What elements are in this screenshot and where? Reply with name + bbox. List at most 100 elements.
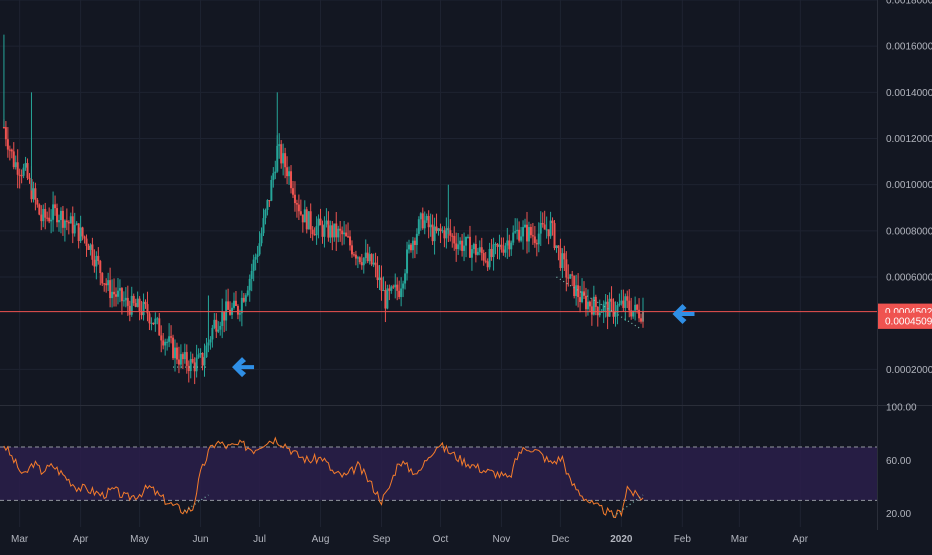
candle-body[interactable]	[350, 245, 353, 255]
candle-body[interactable]	[551, 220, 554, 224]
candle-body[interactable]	[329, 225, 332, 238]
candle-body[interactable]	[449, 230, 452, 236]
candle-body[interactable]	[2, 126, 5, 128]
candle-body[interactable]	[16, 162, 19, 175]
candle-body[interactable]	[535, 242, 538, 245]
candle-body[interactable]	[168, 336, 171, 342]
candle-body[interactable]	[162, 340, 165, 346]
candle-body[interactable]	[122, 300, 125, 302]
candle-body[interactable]	[303, 209, 306, 223]
candle-body[interactable]	[423, 220, 426, 229]
candle-body[interactable]	[618, 303, 621, 306]
candle-body[interactable]	[402, 283, 405, 289]
candle-body[interactable]	[368, 254, 371, 262]
candle-body[interactable]	[584, 295, 587, 310]
candle-body[interactable]	[461, 240, 464, 251]
candle-body[interactable]	[516, 229, 519, 232]
candle-body[interactable]	[378, 277, 381, 281]
candle-body[interactable]	[349, 236, 352, 246]
candle-body[interactable]	[297, 204, 300, 212]
candle-body[interactable]	[175, 347, 178, 360]
candle-body[interactable]	[93, 259, 96, 267]
rsi-pane[interactable]	[0, 436, 877, 519]
candle-body[interactable]	[616, 305, 619, 314]
candle-body[interactable]	[113, 291, 116, 295]
candle-body[interactable]	[209, 339, 212, 343]
candle-body[interactable]	[203, 357, 206, 366]
candle-body[interactable]	[185, 352, 188, 366]
candle-body[interactable]	[83, 236, 86, 239]
candle-body[interactable]	[56, 208, 59, 223]
candle-body[interactable]	[236, 305, 239, 315]
candle-body[interactable]	[331, 225, 334, 238]
candle-body[interactable]	[38, 204, 41, 215]
candle-body[interactable]	[323, 224, 326, 237]
candle-body[interactable]	[264, 209, 267, 219]
candle-body[interactable]	[486, 261, 489, 268]
candle-body[interactable]	[150, 322, 153, 324]
candle-body[interactable]	[522, 227, 525, 237]
candle-body[interactable]	[510, 242, 513, 250]
candle-body[interactable]	[223, 311, 226, 321]
candle-body[interactable]	[339, 228, 342, 231]
candle-body[interactable]	[272, 173, 275, 181]
candle-body[interactable]	[524, 224, 527, 228]
candle-body[interactable]	[134, 303, 137, 307]
candle-body[interactable]	[392, 286, 395, 288]
candle-body[interactable]	[352, 254, 355, 256]
candle-body[interactable]	[370, 254, 373, 265]
candle-body[interactable]	[575, 285, 578, 297]
candle-body[interactable]	[246, 290, 249, 296]
candle-body[interactable]	[130, 295, 133, 315]
candle-body[interactable]	[46, 217, 49, 219]
candle-body[interactable]	[187, 365, 190, 372]
price-tag[interactable]: 0.00045096	[878, 312, 932, 329]
candle-body[interactable]	[126, 297, 129, 306]
candle-body[interactable]	[388, 288, 391, 291]
candle-body[interactable]	[419, 213, 422, 220]
candle-body[interactable]	[54, 204, 57, 209]
candle-body[interactable]	[305, 209, 308, 230]
candle-body[interactable]	[148, 313, 151, 324]
candle-body[interactable]	[398, 290, 401, 297]
candle-body[interactable]	[579, 297, 582, 303]
candle-body[interactable]	[360, 262, 363, 266]
candle-body[interactable]	[553, 223, 556, 249]
candle-body[interactable]	[325, 220, 328, 225]
candle-body[interactable]	[451, 235, 454, 237]
candle-body[interactable]	[445, 228, 448, 239]
candle-body[interactable]	[500, 244, 503, 250]
candle-body[interactable]	[604, 301, 607, 305]
candle-body[interactable]	[541, 222, 544, 225]
candle-body[interactable]	[362, 258, 365, 266]
candle-body[interactable]	[118, 288, 121, 291]
candle-body[interactable]	[341, 230, 344, 235]
candle-body[interactable]	[415, 233, 418, 246]
candle-body[interactable]	[174, 347, 177, 359]
candle-body[interactable]	[484, 260, 487, 262]
candle-body[interactable]	[455, 243, 458, 250]
candle-body[interactable]	[557, 245, 560, 249]
candle-body[interactable]	[221, 311, 224, 326]
candle-body[interactable]	[506, 240, 509, 246]
candle-body[interactable]	[533, 236, 536, 243]
candle-body[interactable]	[364, 252, 367, 259]
candle-body[interactable]	[573, 275, 576, 297]
candle-body[interactable]	[232, 300, 235, 308]
candle-body[interactable]	[382, 290, 385, 292]
candle-body[interactable]	[18, 174, 21, 176]
candle-body[interactable]	[183, 352, 186, 360]
candle-body[interactable]	[189, 358, 192, 372]
candle-body[interactable]	[508, 240, 511, 250]
candle-body[interactable]	[85, 238, 88, 246]
candle-body[interactable]	[343, 232, 346, 235]
candle-body[interactable]	[600, 311, 603, 313]
candle-body[interactable]	[240, 297, 243, 314]
candle-body[interactable]	[590, 306, 593, 315]
candle-body[interactable]	[431, 224, 434, 242]
candle-body[interactable]	[10, 149, 13, 152]
candle-body[interactable]	[293, 194, 296, 204]
candle-body[interactable]	[463, 245, 466, 251]
candle-body[interactable]	[199, 352, 202, 355]
